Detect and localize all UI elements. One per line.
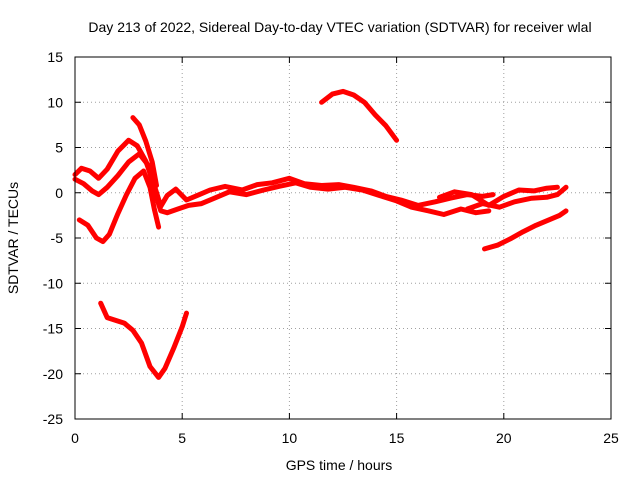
x-tick-label: 0 <box>71 430 79 446</box>
y-tick-label: -5 <box>51 230 64 246</box>
x-axis-label: GPS time / hours <box>286 457 393 473</box>
y-tick-label: 15 <box>47 49 63 65</box>
series-arc-6 <box>319 88 400 143</box>
x-tick-label: 20 <box>496 430 512 446</box>
series-arc-3 <box>76 168 162 245</box>
y-tick-label: 0 <box>55 185 63 201</box>
series-arc-4 <box>130 115 159 188</box>
y-tick-label: -15 <box>43 321 63 337</box>
series-arc-2 <box>72 151 492 217</box>
axis-ticks: 0 5 10 15 20 25 -25 -20 -15 -10 -5 0 5 10 15 <box>43 49 619 446</box>
series-arc-5 <box>98 300 189 380</box>
y-tick-label: -25 <box>43 411 63 427</box>
gridlines <box>75 57 611 419</box>
y-tick-label: 5 <box>55 140 63 156</box>
series-arc-8 <box>464 184 569 212</box>
x-tick-label: 10 <box>282 430 298 446</box>
series-arc-7 <box>437 184 560 208</box>
y-tick-label: 10 <box>47 94 63 110</box>
x-tick-label: 25 <box>603 430 619 446</box>
y-tick-label: -20 <box>43 366 63 382</box>
y-tick-label: -10 <box>43 275 63 291</box>
series-arc-9 <box>482 208 569 252</box>
x-tick-label: 15 <box>389 430 405 446</box>
data-series <box>72 88 569 380</box>
chart-title: Day 213 of 2022, Sidereal Day-to-day VTE… <box>88 19 591 35</box>
x-tick-label: 5 <box>178 430 186 446</box>
series-arc-1 <box>72 137 496 209</box>
y-axis-label: SDTVAR / TECUs <box>5 182 21 294</box>
